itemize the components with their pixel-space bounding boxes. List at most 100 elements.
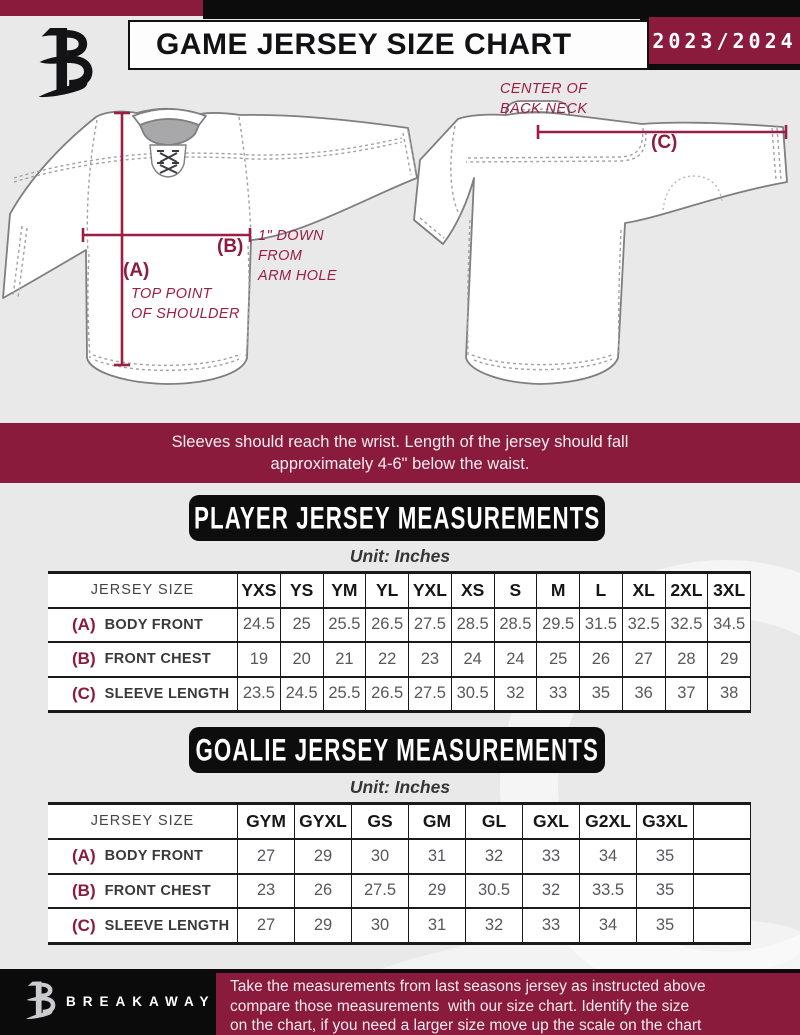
size-header-cell: M <box>536 574 579 607</box>
table-header-row: JERSEY SIZE YXS YS YM YL YXL XS S M L XL 2XL 3XL <box>48 571 751 607</box>
goalie-banner-title: GOALIE JERSEY MEASUREMENTS <box>195 731 599 768</box>
value-cell: 33 <box>522 839 579 873</box>
value-cell: 32 <box>465 839 522 873</box>
value-cell: 37 <box>664 677 708 710</box>
value-cell: 30.5 <box>465 874 522 908</box>
note-top-point-shoulder: TOP POINT OF SHOULDER <box>131 286 240 322</box>
marker-a: (A) <box>123 260 150 281</box>
table-row: (B) FRONT CHEST 23 26 27.5 29 30.5 32 33.5 35 <box>48 872 751 908</box>
marker-b: (B) <box>217 236 244 257</box>
size-header-cell <box>693 805 751 838</box>
footer-brand-logo-icon <box>26 981 56 1019</box>
row-label-text: SLEEVE LENGTH <box>104 917 230 934</box>
jersey-diagram <box>2 100 788 385</box>
size-header-cell: L <box>579 574 622 607</box>
front-jersey-drawing <box>2 107 418 385</box>
size-header-cell: YS <box>279 574 323 607</box>
value-cell: 26.5 <box>365 677 408 710</box>
header-maroon-strip <box>0 0 203 16</box>
value-cell: 29 <box>294 909 351 942</box>
value-cell: 27.5 <box>351 874 408 908</box>
table-row: (C) SLEEVE LENGTH 23.5 24.5 25.5 26.5 27.5 30.5… <box>48 675 751 711</box>
value-cell: 25 <box>279 608 323 641</box>
value-cell: 28.5 <box>450 608 494 641</box>
value-cell: 27 <box>237 909 294 942</box>
row-label: (B) FRONT CHEST <box>48 875 237 908</box>
size-header-cell: GXL <box>522 805 579 838</box>
size-header-cell: S <box>493 574 537 607</box>
value-cell: 33 <box>536 677 579 710</box>
row-key: (A) <box>72 614 96 634</box>
row-label-text: FRONT CHEST <box>104 651 212 668</box>
row-key: (A) <box>72 846 96 866</box>
goalie-size-table: JERSEY SIZE GYM GYXL GS GM GL GXL G2XL G3XL (A) BO… <box>48 802 751 945</box>
footer-brand-name: BREAKAWAY <box>66 994 216 1009</box>
value-cell: 30 <box>351 909 408 942</box>
value-cell: 24.5 <box>237 608 280 641</box>
value-cell: 30.5 <box>450 677 494 710</box>
value-cell: 26.5 <box>365 608 408 641</box>
value-cell: 33.5 <box>579 874 636 908</box>
player-unit-label: Unit: Inches <box>349 546 451 566</box>
value-cell: 38 <box>707 677 751 710</box>
value-cell: 31 <box>408 909 465 942</box>
value-cell: 35 <box>579 677 622 710</box>
value-cell: 27.5 <box>408 677 451 710</box>
size-header-cell: XS <box>450 574 494 607</box>
footer-line2: compare those measurements with our size… <box>230 997 690 1015</box>
size-header-cell: G2XL <box>579 805 636 838</box>
row-label: (C) SLEEVE LENGTH <box>48 678 237 711</box>
value-cell <box>693 909 751 942</box>
page-title: GAME JERSEY SIZE CHART <box>156 28 572 61</box>
size-header-cell: GYM <box>237 805 294 838</box>
season-badge: 2023/2024 <box>649 17 800 64</box>
value-cell: 28.5 <box>493 608 537 641</box>
size-header-cell: GL <box>465 805 522 838</box>
player-section-banner: PLAYER JERSEY MEASUREMENTS <box>189 495 605 541</box>
row-label-text: SLEEVE LENGTH <box>104 685 230 702</box>
row-label-text: BODY FRONT <box>104 848 204 865</box>
player-banner-title: PLAYER JERSEY MEASUREMENTS <box>193 499 601 536</box>
value-cell: 23.5 <box>237 677 280 710</box>
value-cell: 29.5 <box>536 608 579 641</box>
value-cell: 23 <box>237 874 294 908</box>
row-label: (B) FRONT CHEST <box>48 643 237 676</box>
size-header-cell: YL <box>365 574 408 607</box>
size-header-cell: 2XL <box>664 574 708 607</box>
row-key: (C) <box>72 683 96 703</box>
size-header-cell: 3XL <box>707 574 751 607</box>
value-cell: 33 <box>522 909 579 942</box>
row-label: (C) SLEEVE LENGTH <box>48 909 237 942</box>
value-cell: 35 <box>636 909 693 942</box>
row-key: (C) <box>72 915 96 935</box>
table-header-row: JERSEY SIZE GYM GYXL GS GM GL GXL G2XL G3XL <box>48 802 751 838</box>
value-cell: 34 <box>579 909 636 942</box>
value-cell: 24 <box>450 643 494 676</box>
size-header-cell: GYXL <box>294 805 351 838</box>
value-cell: 22 <box>365 643 408 676</box>
fit-notice-line1: Sleeves should reach the wrist. Length o… <box>171 432 629 451</box>
size-header-cell: XL <box>621 574 665 607</box>
value-cell: 25.5 <box>322 677 366 710</box>
size-header-cell: YXS <box>237 574 280 607</box>
value-cell: 35 <box>636 874 693 908</box>
table-row: (A) BODY FRONT 27 29 30 31 32 33 34 35 <box>48 837 751 873</box>
value-cell: 35 <box>636 839 693 873</box>
value-cell: 24.5 <box>279 677 323 710</box>
size-column-header: JERSEY SIZE <box>90 582 195 599</box>
row-label: (A) BODY FRONT <box>48 609 237 642</box>
goalie-unit-label: Unit: Inches <box>349 777 451 797</box>
row-key: (B) <box>72 649 96 669</box>
value-cell <box>693 839 751 873</box>
table-row: (B) FRONT CHEST 19 20 21 22 23 24 24 25 26 27 28 29 <box>48 641 751 676</box>
value-cell: 32.5 <box>621 608 665 641</box>
value-cell: 26 <box>294 874 351 908</box>
measurement-lines <box>81 111 788 367</box>
value-cell <box>693 874 751 908</box>
size-header-cell: GM <box>408 805 465 838</box>
row-label-text: BODY FRONT <box>104 616 204 633</box>
title-bar: GAME JERSEY SIZE CHART <box>128 20 649 70</box>
value-cell: 21 <box>322 643 366 676</box>
note-center-back-neck: CENTER OF BACK NECK <box>500 81 588 117</box>
note-arm-hole: 1" DOWN FROM ARM HOLE <box>258 228 337 284</box>
